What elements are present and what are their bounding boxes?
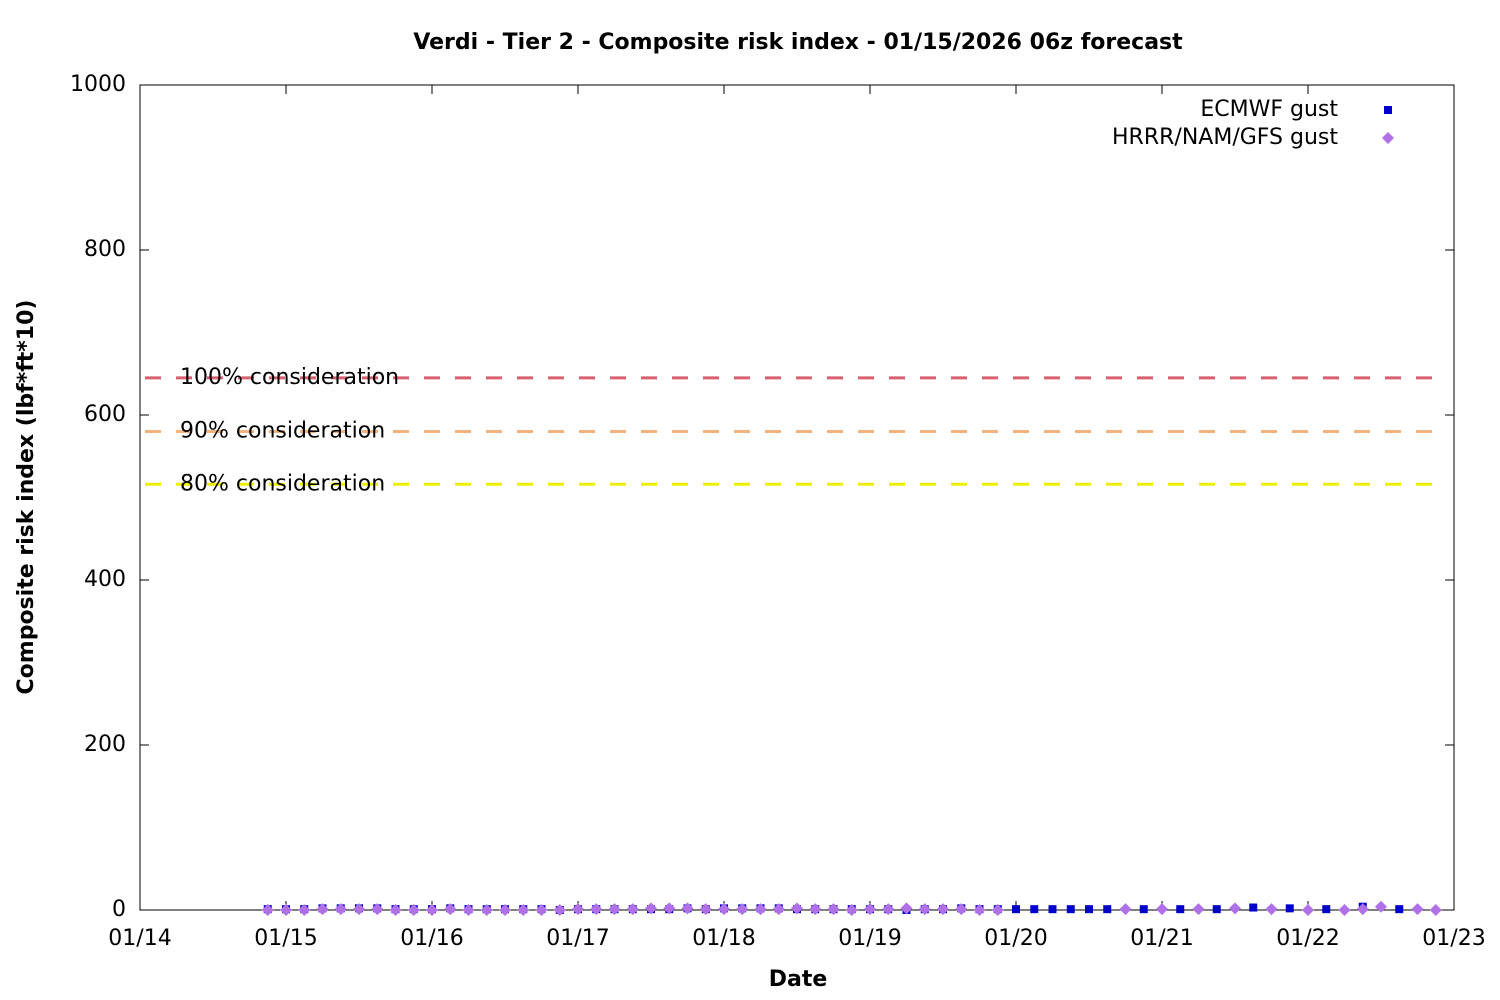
point — [1429, 904, 1442, 916]
point — [535, 904, 548, 916]
point — [426, 904, 438, 916]
point — [1285, 904, 1294, 913]
point — [937, 903, 949, 916]
point — [864, 903, 876, 916]
x-tick-label: 01/22 — [1276, 926, 1339, 951]
point — [371, 903, 384, 916]
point — [261, 904, 274, 916]
point — [681, 902, 694, 915]
point — [298, 904, 311, 916]
x-tick-label: 01/20 — [984, 926, 1047, 951]
point — [316, 903, 329, 916]
point — [626, 903, 639, 916]
point — [845, 904, 858, 916]
y-tick-label: 800 — [84, 237, 126, 262]
y-tick-label: 1000 — [70, 72, 126, 97]
point — [1338, 904, 1351, 916]
x-tick-label: 01/19 — [838, 926, 901, 951]
point — [499, 904, 511, 916]
y-tick-label: 600 — [84, 402, 126, 427]
legend-marker — [1384, 106, 1392, 114]
point — [1156, 903, 1168, 916]
point — [645, 902, 657, 915]
x-tick-label: 01/23 — [1422, 926, 1485, 951]
point — [1265, 903, 1278, 916]
point — [1356, 903, 1369, 916]
point — [608, 903, 621, 916]
chart-title: Verdi - Tier 2 - Composite risk index - … — [413, 30, 1183, 55]
point — [736, 903, 749, 916]
x-tick-label: 01/14 — [108, 926, 171, 951]
point — [1395, 905, 1404, 914]
point — [991, 904, 1004, 916]
point — [900, 902, 913, 915]
point — [1048, 905, 1057, 914]
x-tick-label: 01/17 — [546, 926, 609, 951]
point — [1322, 905, 1331, 914]
threshold-label: 90% consideration — [180, 419, 385, 444]
point — [1103, 905, 1112, 914]
point — [827, 903, 840, 916]
y-tick-label: 0 — [112, 897, 126, 922]
point — [480, 904, 493, 916]
point — [718, 903, 730, 916]
point — [462, 904, 475, 916]
point — [590, 903, 603, 916]
legend-label: HRRR/NAM/GFS gust — [1112, 125, 1338, 150]
point — [553, 904, 566, 916]
point — [572, 903, 584, 916]
point — [1030, 905, 1039, 914]
point — [1176, 905, 1185, 914]
threshold-label: 100% consideration — [180, 365, 399, 390]
point — [407, 904, 420, 916]
x-tick-label: 01/16 — [400, 926, 463, 951]
point — [1066, 905, 1075, 914]
point — [353, 903, 365, 916]
point — [334, 903, 347, 916]
point — [772, 903, 785, 916]
point — [1229, 902, 1241, 915]
point — [1192, 903, 1205, 916]
x-tick-label: 01/18 — [692, 926, 755, 951]
point — [699, 903, 712, 916]
point — [389, 904, 402, 916]
point — [1411, 903, 1424, 916]
point — [955, 903, 968, 916]
point — [1375, 900, 1387, 913]
point — [1302, 904, 1314, 916]
threshold-label: 80% consideration — [180, 471, 385, 496]
y-axis-label: Composite risk index (lbf*ft*10) — [14, 300, 39, 695]
point — [517, 904, 530, 916]
x-tick-label: 01/15 — [254, 926, 317, 951]
point — [1249, 903, 1258, 912]
point — [882, 903, 895, 916]
legend-marker — [1382, 132, 1394, 144]
point — [754, 903, 767, 916]
point — [791, 902, 803, 915]
point — [444, 903, 457, 916]
point — [1119, 903, 1132, 916]
point — [1085, 905, 1093, 914]
x-axis-label: Date — [769, 967, 828, 992]
point — [1139, 905, 1148, 914]
point — [1012, 905, 1020, 914]
point — [809, 903, 822, 916]
y-tick-label: 400 — [84, 567, 126, 592]
point — [918, 903, 931, 916]
y-tick-label: 200 — [84, 732, 126, 757]
x-tick-label: 01/21 — [1130, 926, 1193, 951]
point — [1212, 905, 1221, 914]
point — [663, 902, 676, 915]
point — [280, 904, 292, 916]
legend-label: ECMWF gust — [1200, 97, 1338, 122]
point — [973, 904, 986, 916]
